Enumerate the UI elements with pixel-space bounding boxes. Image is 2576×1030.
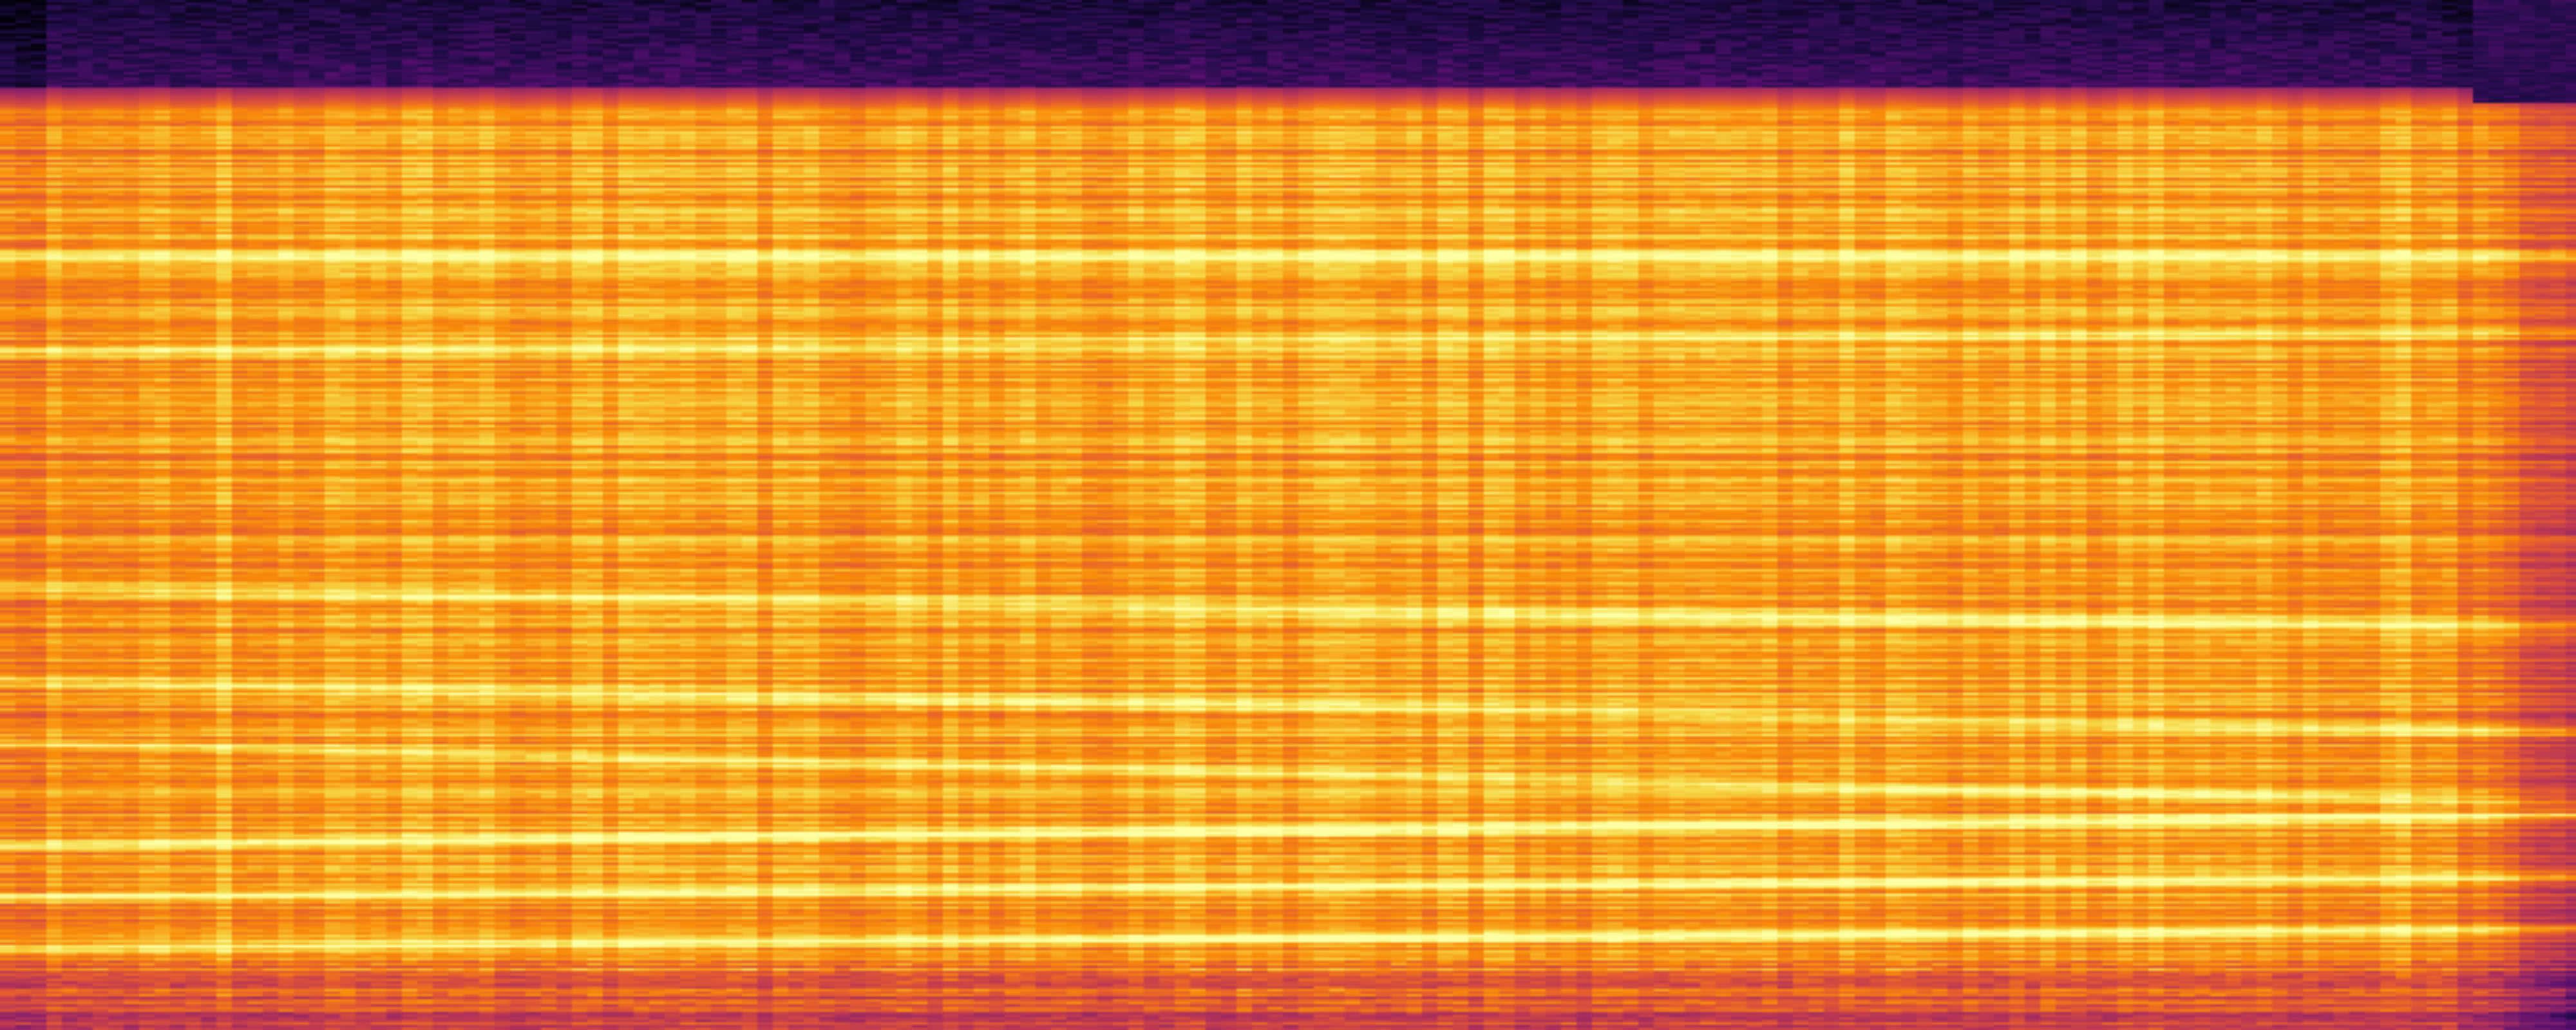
spectrogram-panel: [0, 0, 2576, 1030]
spectrogram-image: [0, 0, 2576, 1030]
